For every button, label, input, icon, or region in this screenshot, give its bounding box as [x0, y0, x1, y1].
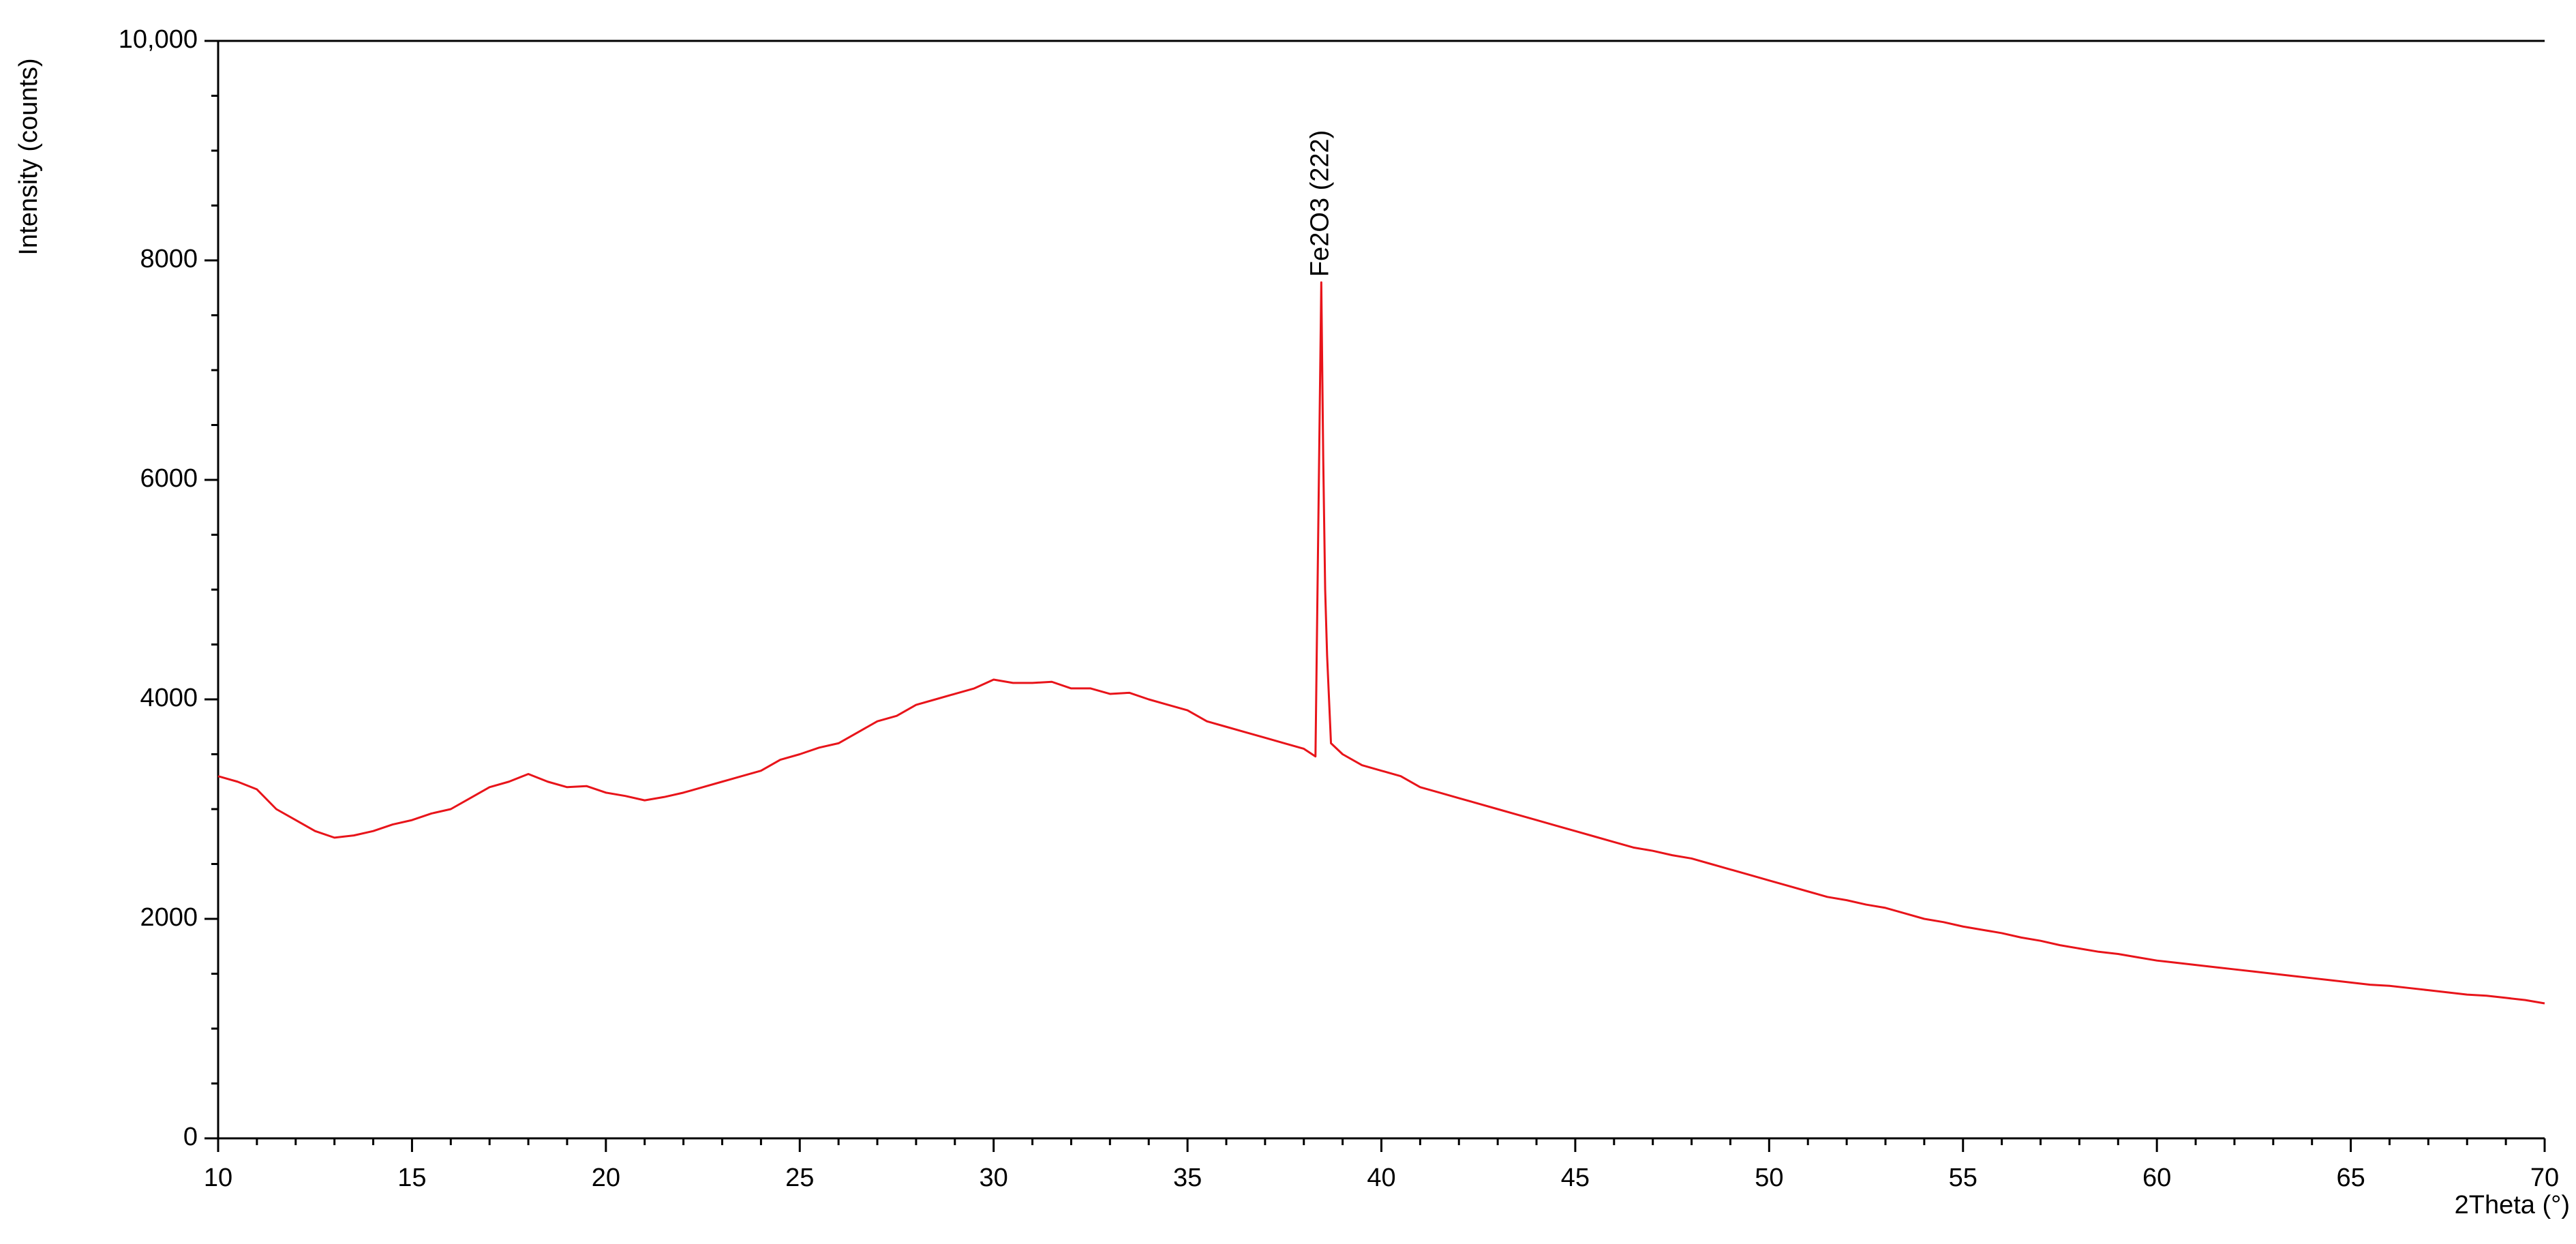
y-tick-label: 8000 [140, 245, 198, 273]
x-tick-label: 25 [785, 1164, 814, 1192]
x-tick-label: 50 [1755, 1164, 1783, 1192]
x-tick-label: 30 [980, 1164, 1008, 1192]
y-axis-label: Intensity (counts) [14, 58, 43, 255]
y-tick-label: 4000 [140, 684, 198, 712]
y-tick-label: 2000 [140, 903, 198, 932]
x-tick-label: 10 [204, 1164, 232, 1192]
x-tick-label: 35 [1173, 1164, 1202, 1192]
x-tick-label: 45 [1561, 1164, 1590, 1192]
x-tick-label: 65 [2336, 1164, 2365, 1192]
x-tick-label: 60 [2142, 1164, 2171, 1192]
peak-annotation: Fe2O3 (222) [1305, 130, 1334, 277]
data-line [217, 281, 2545, 1005]
y-tick-label: 10,000 [119, 25, 198, 54]
x-tick-label: 55 [1949, 1164, 1978, 1192]
y-tick-label: 6000 [140, 464, 198, 493]
y-tick-label: 0 [183, 1123, 198, 1151]
x-axis-label: 2Theta (°) [2455, 1191, 2570, 1219]
x-tick-label: 70 [2530, 1164, 2559, 1192]
x-tick-label: 20 [592, 1164, 620, 1192]
x-tick-label: 15 [397, 1164, 426, 1192]
x-tick-label: 40 [1367, 1164, 1395, 1192]
